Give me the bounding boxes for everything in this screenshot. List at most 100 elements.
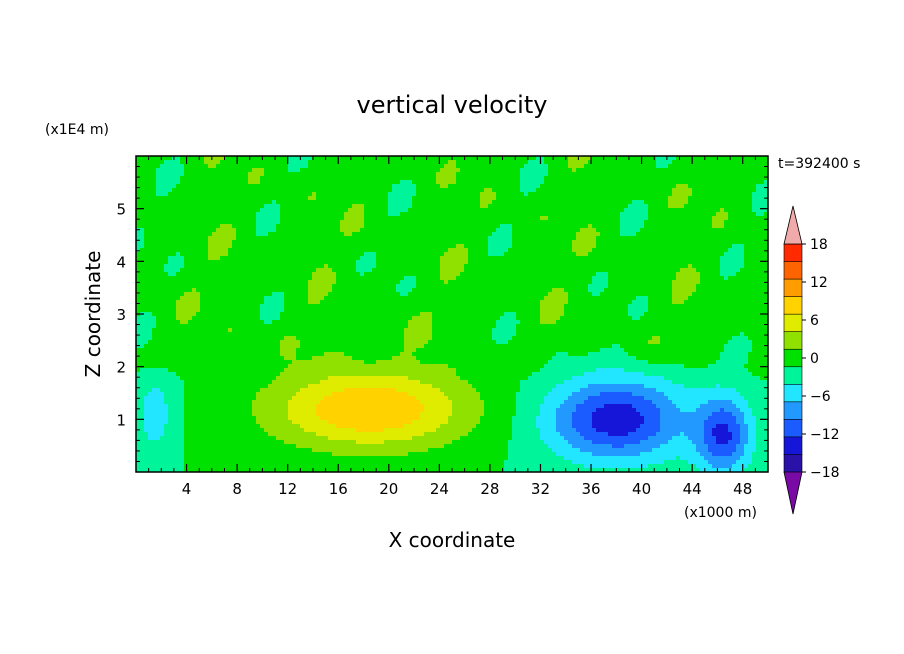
contour-cell bbox=[492, 248, 497, 253]
contour-cell bbox=[280, 220, 285, 225]
contour-cell bbox=[480, 180, 485, 185]
contour-cell bbox=[488, 244, 493, 249]
contour-cell bbox=[420, 220, 425, 225]
contour-cell bbox=[432, 232, 437, 237]
contour-cell bbox=[296, 276, 301, 281]
contour-cell bbox=[476, 208, 481, 213]
contour-cell bbox=[280, 240, 285, 245]
contour-cell bbox=[748, 208, 753, 213]
contour-cell bbox=[592, 168, 597, 173]
contour-cell bbox=[596, 232, 601, 237]
contour-cell bbox=[340, 256, 345, 261]
contour-cell bbox=[428, 244, 433, 249]
contour-cell bbox=[256, 252, 261, 257]
contour-cell bbox=[416, 200, 421, 205]
contour-cell bbox=[744, 268, 749, 273]
contour-cell bbox=[200, 188, 205, 193]
contour-cell bbox=[404, 208, 409, 213]
contour-cell bbox=[456, 248, 461, 253]
contour-cell bbox=[196, 156, 201, 161]
contour-cell bbox=[408, 224, 413, 229]
contour-cell bbox=[420, 164, 425, 169]
contour-cell bbox=[488, 164, 493, 169]
contour-cell bbox=[688, 196, 693, 201]
contour-cell bbox=[364, 236, 369, 241]
contour-cell bbox=[632, 216, 637, 221]
contour-cell bbox=[708, 212, 713, 217]
contour-cell bbox=[744, 172, 749, 177]
contour-cell bbox=[560, 264, 565, 269]
contour-cell bbox=[456, 188, 461, 193]
contour-cell bbox=[376, 208, 381, 213]
contour-cell bbox=[708, 180, 713, 185]
contour-cell bbox=[336, 204, 341, 209]
contour-cell bbox=[576, 180, 581, 185]
contour-cell bbox=[304, 268, 309, 273]
contour-cell bbox=[744, 252, 749, 257]
contour-cell bbox=[656, 212, 661, 217]
contour-cell bbox=[652, 172, 657, 177]
contour-cell bbox=[428, 172, 433, 177]
contour-cell bbox=[256, 212, 261, 217]
contour-cell bbox=[400, 236, 405, 241]
contour-cell bbox=[204, 280, 209, 285]
contour-cell bbox=[396, 268, 401, 273]
contour-cell bbox=[484, 216, 489, 221]
contour-cell bbox=[568, 276, 573, 281]
contour-cell bbox=[536, 188, 541, 193]
contour-cell bbox=[412, 224, 417, 229]
contour-cell bbox=[472, 176, 477, 181]
contour-cell bbox=[220, 248, 225, 253]
contour-cell bbox=[596, 188, 601, 193]
contour-cell bbox=[668, 156, 673, 161]
contour-cell bbox=[452, 248, 457, 253]
contour-cell bbox=[364, 212, 369, 217]
contour-cell bbox=[240, 156, 245, 161]
contour-cell bbox=[360, 256, 365, 261]
contour-cell bbox=[532, 204, 537, 209]
contour-cell bbox=[540, 160, 545, 165]
contour-cell bbox=[244, 264, 249, 269]
contour-cell bbox=[384, 276, 389, 281]
contour-cell bbox=[636, 248, 641, 253]
contour-cell bbox=[568, 232, 573, 237]
contour-cell bbox=[304, 236, 309, 241]
contour-cell bbox=[660, 268, 665, 273]
contour-cell bbox=[228, 160, 233, 165]
contour-cell bbox=[428, 256, 433, 261]
contour-cell bbox=[540, 188, 545, 193]
contour-cell bbox=[136, 212, 141, 217]
contour-cell bbox=[564, 268, 569, 273]
contour-cell bbox=[756, 220, 761, 225]
contour-cell bbox=[156, 168, 161, 173]
contour-cell bbox=[612, 216, 617, 221]
contour-cell bbox=[188, 248, 193, 253]
contour-cell bbox=[528, 232, 533, 237]
contour-cell bbox=[692, 224, 697, 229]
contour-cell bbox=[684, 260, 689, 265]
contour-cell bbox=[640, 172, 645, 177]
contour-cell bbox=[460, 248, 465, 253]
contour-cell bbox=[580, 248, 585, 253]
contour-cell bbox=[756, 236, 761, 241]
contour-cell bbox=[604, 176, 609, 181]
contour-cell bbox=[200, 204, 205, 209]
contour-cell bbox=[400, 232, 405, 237]
contour-cell bbox=[764, 220, 769, 225]
contour-cell bbox=[244, 184, 249, 189]
contour-cell bbox=[436, 260, 441, 265]
contour-cell bbox=[556, 276, 561, 281]
contour-cell bbox=[444, 212, 449, 217]
contour-cell bbox=[448, 220, 453, 225]
contour-cell bbox=[504, 276, 509, 281]
contour-cell bbox=[212, 228, 217, 233]
contour-cell bbox=[172, 252, 177, 257]
contour-cell bbox=[756, 216, 761, 221]
contour-cell bbox=[156, 256, 161, 261]
contour-cell bbox=[368, 268, 373, 273]
contour-cell bbox=[580, 268, 585, 273]
contour-cell bbox=[452, 276, 457, 281]
contour-cell bbox=[740, 212, 745, 217]
contour-cell bbox=[748, 172, 753, 177]
